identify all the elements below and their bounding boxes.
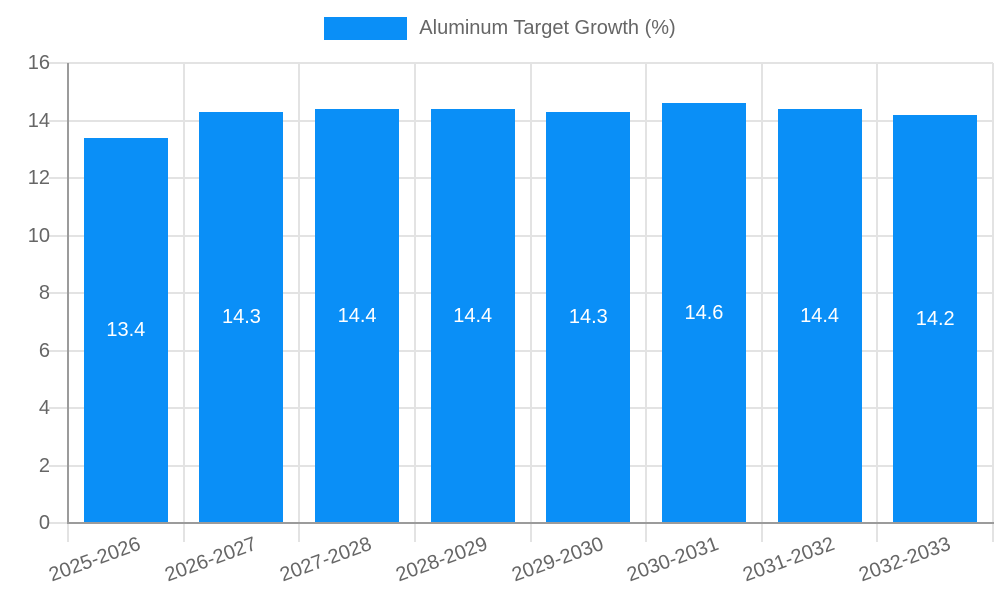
x-axis-tick	[182, 523, 185, 542]
y-tick-label: 0	[38, 512, 50, 534]
bar-value-label: 14.3	[568, 306, 608, 329]
x-axis-tick	[645, 523, 648, 542]
legend-label: Aluminum Target Growth (%)	[419, 17, 676, 39]
x-axis-tick	[529, 523, 532, 542]
bar-value-label: 14.3	[221, 306, 261, 329]
x-gridline	[182, 63, 185, 523]
y-axis-tick	[49, 292, 68, 294]
x-tick-label: 2028-2029	[393, 532, 491, 587]
x-tick-label: 2031-2032	[740, 532, 838, 587]
y-tick-label: 4	[38, 397, 50, 419]
x-tick-label: 2032-2033	[855, 532, 954, 587]
y-axis-tick	[49, 522, 68, 524]
x-gridline	[760, 63, 763, 523]
bar-2029-2030	[546, 111, 631, 523]
x-tick-label: 2027-2028	[277, 532, 375, 587]
x-gridline	[413, 63, 416, 523]
y-tick-label: 6	[38, 339, 50, 362]
x-gridline	[298, 63, 301, 523]
bar-2026-2027	[199, 111, 284, 523]
y-axis-tick	[49, 177, 68, 179]
bar-2031-2032	[777, 109, 862, 523]
y-tick-label: 10	[27, 224, 50, 247]
x-tick-label: 2029-2030	[508, 532, 607, 587]
y-axis-tick	[49, 349, 68, 352]
x-gridline	[992, 63, 994, 523]
x-axis-tick	[992, 523, 994, 542]
y-axis-tick	[49, 119, 68, 122]
bar-value-label: 14.4	[800, 305, 840, 327]
x-axis-tick	[876, 523, 879, 542]
chart-legend: Aluminum Target Growth (%)	[0, 17, 1000, 40]
bar-2027-2028	[315, 109, 400, 523]
x-axis-tick	[760, 523, 763, 542]
legend-item-aluminum[interactable]: Aluminum Target Growth (%)	[324, 17, 676, 40]
y-axis-tick	[49, 464, 68, 467]
bar-value-label: 14.2	[915, 307, 955, 330]
y-tick-label: 2	[38, 454, 50, 477]
bar-value-label: 14.4	[337, 305, 377, 327]
bar-value-label: 14.6	[684, 302, 724, 325]
y-tick-label: 16	[27, 52, 50, 74]
bar-value-label: 13.4	[106, 319, 146, 342]
y-axis-line	[67, 63, 69, 523]
y-tick-label: 8	[38, 282, 50, 304]
x-tick-label: 2026-2027	[161, 532, 260, 587]
bar-2025-2026	[83, 137, 168, 523]
y-tick-label: 14	[27, 109, 50, 132]
x-gridline	[876, 63, 879, 523]
x-axis-tick	[298, 523, 301, 542]
x-axis-line	[67, 522, 994, 524]
bar-value-label: 14.4	[453, 305, 493, 327]
bar-2032-2033	[893, 114, 978, 523]
y-axis-tick	[49, 407, 68, 409]
y-axis-tick	[49, 62, 68, 64]
legend-swatch	[324, 17, 408, 40]
y-tick-label: 12	[27, 167, 50, 189]
x-axis-tick	[67, 523, 69, 542]
x-tick-label: 2030-2031	[624, 532, 722, 587]
x-axis-tick	[413, 523, 416, 542]
x-gridline	[645, 63, 648, 523]
x-gridline	[529, 63, 532, 523]
bar-2030-2031	[661, 103, 746, 523]
x-tick-label: 2025-2026	[46, 532, 144, 587]
bar-2028-2029	[430, 109, 515, 523]
y-axis-tick	[49, 234, 68, 237]
